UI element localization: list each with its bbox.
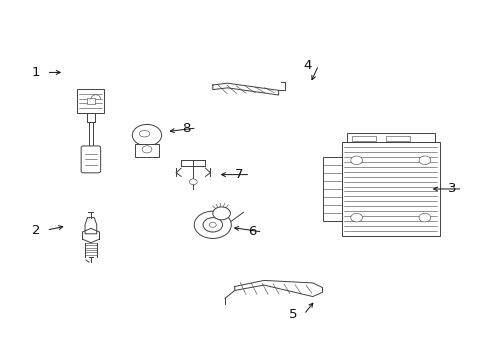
Circle shape: [203, 218, 222, 232]
Circle shape: [189, 179, 197, 185]
Bar: [86, 98, 95, 104]
Bar: [341, 142, 439, 235]
Circle shape: [418, 213, 430, 222]
Ellipse shape: [139, 131, 150, 137]
Text: 6: 6: [247, 225, 256, 238]
Bar: [77, 89, 104, 113]
Polygon shape: [212, 83, 278, 95]
Circle shape: [209, 222, 216, 227]
Text: 3: 3: [447, 183, 455, 195]
Circle shape: [142, 146, 152, 153]
Text: 1: 1: [32, 66, 40, 79]
Bar: [351, 135, 375, 141]
Text: 5: 5: [288, 308, 297, 321]
Circle shape: [350, 213, 362, 222]
Polygon shape: [234, 280, 322, 297]
Circle shape: [350, 156, 362, 165]
Text: 8: 8: [182, 122, 190, 135]
Bar: [346, 134, 434, 142]
Bar: [322, 157, 341, 221]
FancyBboxPatch shape: [81, 146, 101, 173]
Circle shape: [132, 125, 161, 146]
Circle shape: [194, 211, 231, 238]
Circle shape: [418, 156, 430, 165]
Text: 7: 7: [235, 168, 244, 181]
Text: 2: 2: [32, 224, 40, 237]
Bar: [385, 135, 409, 141]
Bar: [135, 144, 159, 157]
Text: 4: 4: [303, 59, 311, 72]
Circle shape: [212, 207, 230, 220]
